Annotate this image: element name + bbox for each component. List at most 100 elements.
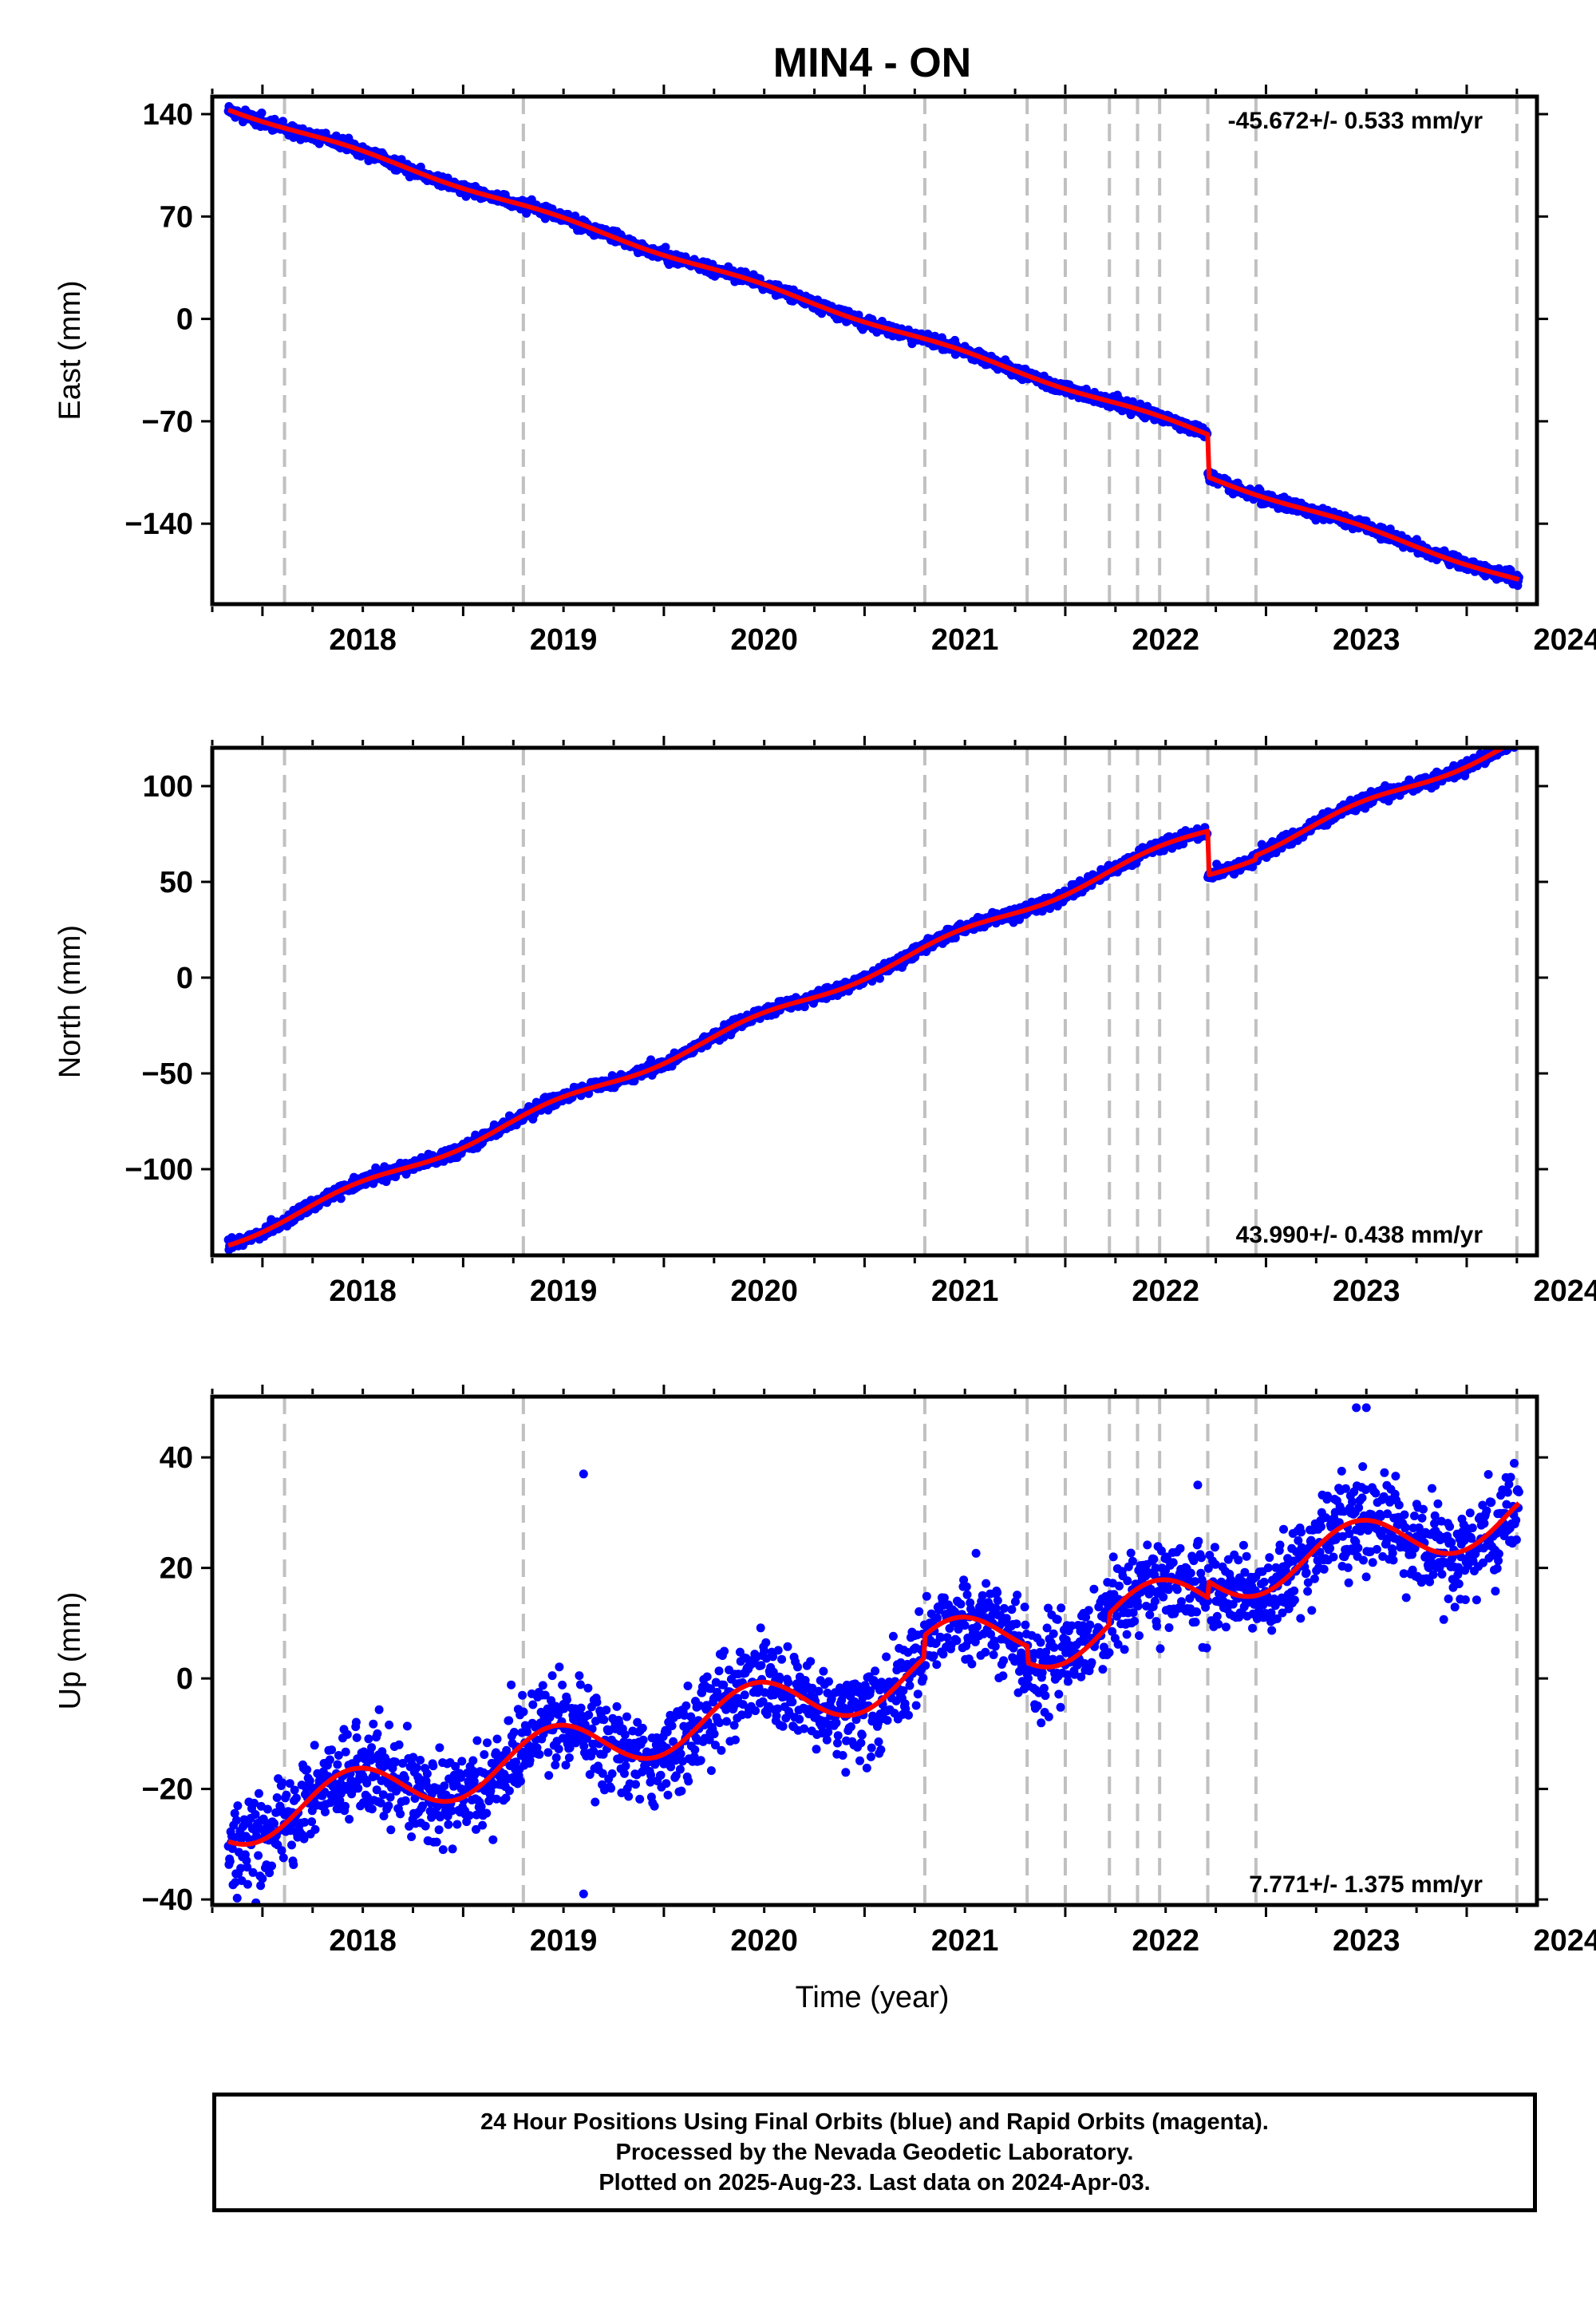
rate-label: -45.672+/- 0.533 mm/yr bbox=[1228, 108, 1483, 134]
y-axis-label: North (mm) bbox=[53, 925, 87, 1078]
data-point bbox=[335, 1796, 345, 1805]
data-point bbox=[334, 1751, 343, 1760]
x-tick-label: 2019 bbox=[530, 1275, 598, 1308]
model-line bbox=[227, 107, 1520, 582]
data-point bbox=[416, 1756, 425, 1765]
data-point bbox=[243, 1879, 252, 1889]
figure-title: MIN4 - ON bbox=[773, 40, 971, 86]
data-point bbox=[282, 1790, 291, 1800]
data-point bbox=[434, 1825, 444, 1835]
data-point bbox=[385, 1792, 395, 1802]
data-point bbox=[342, 1729, 352, 1739]
data-point bbox=[291, 1793, 301, 1803]
data-point bbox=[875, 974, 884, 983]
data-point bbox=[325, 1755, 334, 1765]
data-point bbox=[1513, 730, 1522, 739]
data-point bbox=[341, 1801, 350, 1811]
data-point bbox=[409, 1753, 418, 1762]
data-point bbox=[429, 1761, 438, 1771]
x-tick-label: 2020 bbox=[730, 1275, 798, 1308]
data-point bbox=[451, 1761, 460, 1771]
data-point bbox=[661, 243, 670, 252]
data-point bbox=[276, 1804, 286, 1813]
x-tick-label: 2021 bbox=[931, 623, 999, 657]
data-point bbox=[285, 1779, 294, 1788]
x-tick-label: 2024 bbox=[1533, 623, 1596, 657]
data-point bbox=[257, 109, 267, 117]
data-point bbox=[402, 1721, 412, 1731]
plot-frame bbox=[210, 745, 1539, 1258]
data-point bbox=[394, 1740, 404, 1749]
data-point bbox=[289, 1860, 298, 1869]
y-tick-label: −100 bbox=[124, 1153, 193, 1187]
data-point bbox=[345, 1815, 354, 1824]
data-point bbox=[1385, 524, 1395, 534]
x-tick-label: 2019 bbox=[530, 623, 598, 657]
data-point bbox=[385, 1720, 394, 1729]
y-tick-label: 70 bbox=[160, 200, 193, 234]
data-point bbox=[367, 1743, 377, 1753]
data-point bbox=[369, 1719, 378, 1729]
data-point bbox=[1504, 738, 1513, 747]
data-point bbox=[300, 1817, 310, 1827]
data-point bbox=[232, 1893, 242, 1903]
data-point bbox=[336, 1194, 346, 1203]
event-lines bbox=[282, 97, 1519, 604]
x-tick-label: 2020 bbox=[730, 623, 798, 657]
data-point bbox=[438, 1845, 448, 1855]
y-tick-label: −140 bbox=[124, 508, 193, 541]
data-point bbox=[396, 1809, 405, 1819]
data-point bbox=[421, 1821, 430, 1831]
data-point bbox=[242, 1856, 251, 1865]
data-point bbox=[351, 1717, 361, 1727]
y-tick-label: −50 bbox=[142, 1057, 193, 1091]
data-point bbox=[277, 1846, 286, 1856]
data-point bbox=[384, 1801, 393, 1811]
x-axis: 2018 2019 2020 2021 2022 2023 2024 bbox=[211, 736, 1596, 1308]
data-point bbox=[236, 1863, 246, 1873]
data-point bbox=[447, 1806, 456, 1816]
x-tick-label: 2022 bbox=[1132, 623, 1199, 657]
panel-up: 2018 2019 2020 2021 2022 2023 202440200−20−40U… bbox=[53, 1385, 1596, 1958]
data-point bbox=[243, 1863, 252, 1872]
y-tick-label: 0 bbox=[176, 303, 193, 337]
data-point bbox=[422, 1769, 432, 1778]
y-tick-label: 0 bbox=[176, 962, 193, 995]
data-point bbox=[398, 1759, 407, 1768]
data-point bbox=[372, 1785, 381, 1795]
data-point bbox=[251, 1810, 260, 1819]
data-point bbox=[250, 1798, 259, 1808]
data-point bbox=[362, 1778, 372, 1788]
x-tick-label: 2023 bbox=[1333, 623, 1400, 657]
data-point bbox=[299, 1834, 309, 1844]
data-point bbox=[265, 1868, 275, 1878]
y-axis-label: East (mm) bbox=[53, 280, 87, 420]
x-axis: 2018 2019 2020 2021 2022 2023 2024 bbox=[211, 85, 1596, 657]
y-tick-label: 50 bbox=[160, 866, 193, 899]
data-point bbox=[254, 1788, 263, 1798]
data-point bbox=[401, 1796, 410, 1805]
plot-frame bbox=[210, 94, 1539, 607]
panels: 2018 2019 2020 2021 2022 2023 2024140700−70−14… bbox=[53, 85, 1596, 1958]
data-point bbox=[376, 1798, 385, 1808]
data-point bbox=[287, 1840, 296, 1850]
data-point bbox=[305, 1776, 314, 1785]
data-point bbox=[379, 1812, 389, 1820]
y-tick-label: 140 bbox=[143, 98, 193, 132]
x-tick-label: 2022 bbox=[1132, 1275, 1199, 1308]
panel-north: 2018 2019 2020 2021 2022 2023 2024100500−50−10… bbox=[53, 730, 1596, 1308]
data-point bbox=[452, 1820, 462, 1829]
data-point bbox=[230, 1808, 239, 1818]
data-point bbox=[256, 1881, 266, 1891]
data-point bbox=[227, 1844, 237, 1853]
data-point bbox=[436, 1812, 445, 1822]
data-point bbox=[270, 1819, 279, 1828]
data-point bbox=[278, 1778, 287, 1788]
x-tick-label: 2018 bbox=[329, 623, 397, 657]
data-point bbox=[310, 1741, 319, 1750]
data-point bbox=[367, 1804, 377, 1814]
data-point bbox=[272, 1793, 282, 1802]
data-point bbox=[333, 1760, 342, 1769]
